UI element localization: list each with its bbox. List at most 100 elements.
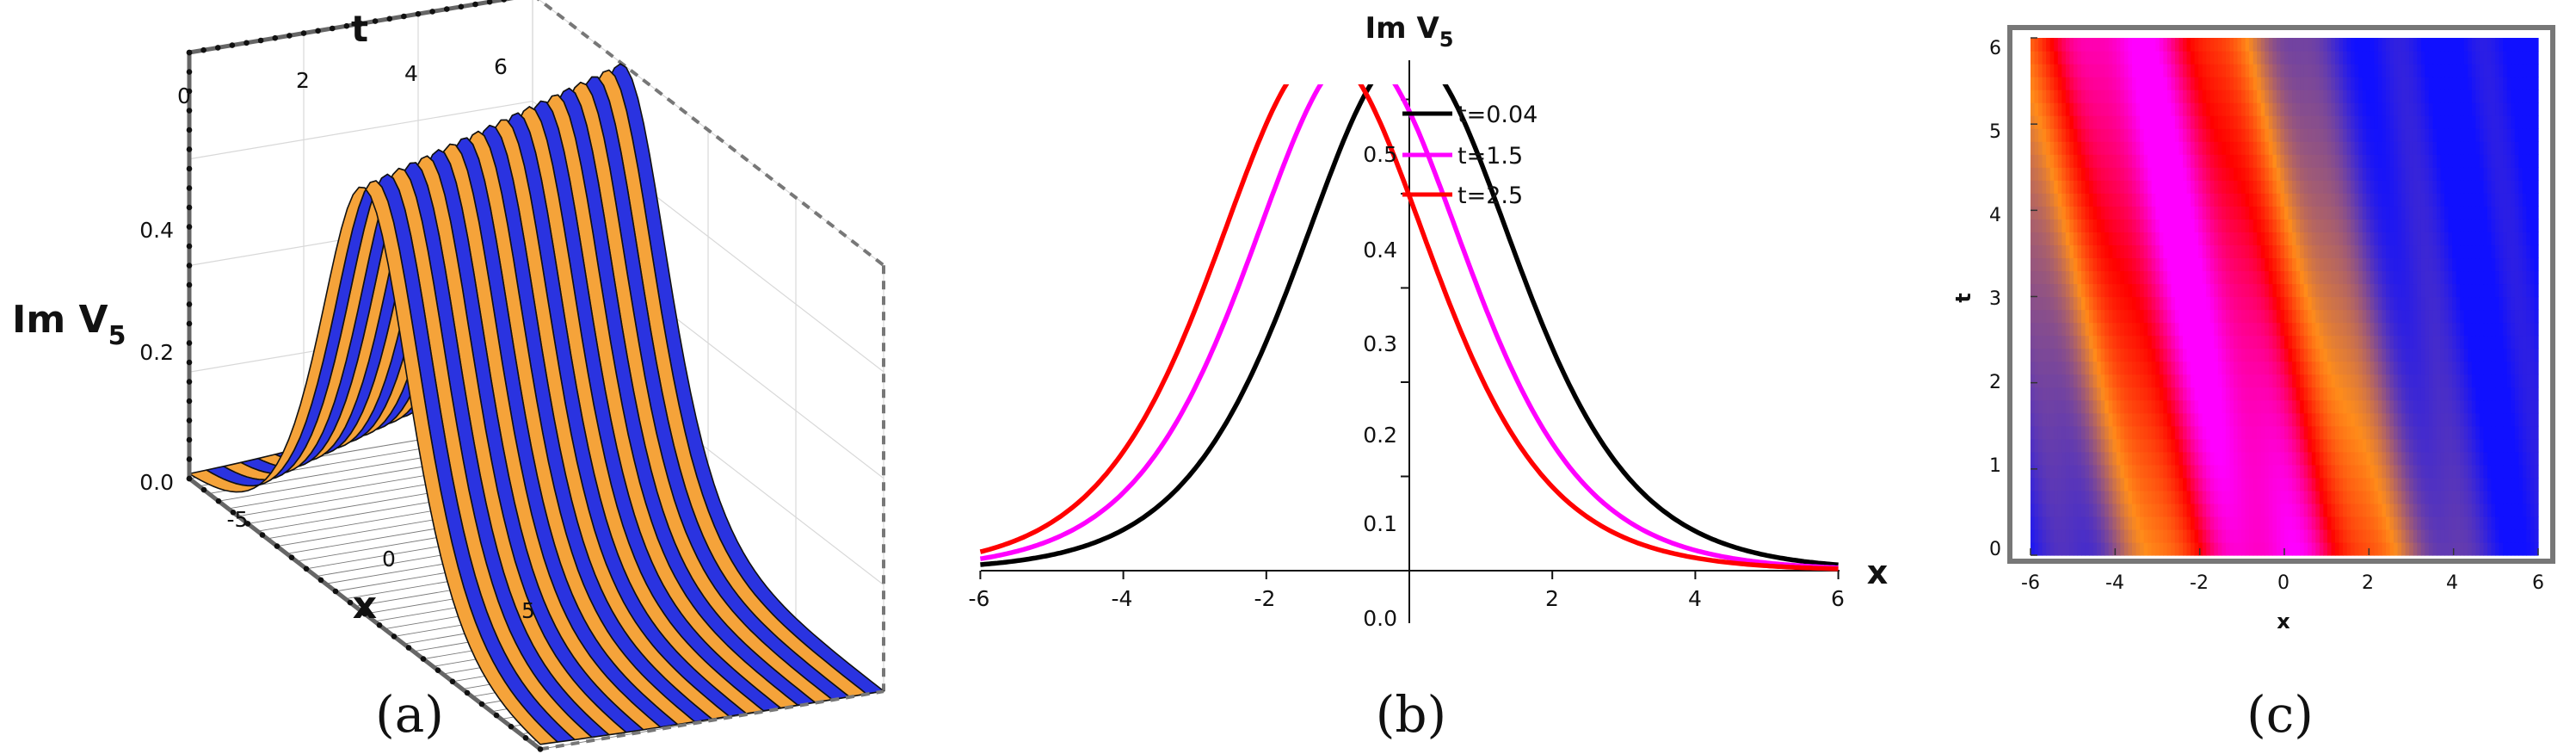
heatmap-cell bbox=[2346, 335, 2351, 349]
heatmap-cell bbox=[2038, 193, 2043, 207]
heatmap-cell bbox=[2335, 141, 2340, 155]
heatmap-cell bbox=[2335, 180, 2340, 194]
heatmap-cell bbox=[2354, 503, 2359, 517]
heatmap-cell bbox=[2405, 167, 2410, 181]
heatmap-cell bbox=[2214, 374, 2219, 388]
heatmap-cell bbox=[2194, 425, 2199, 440]
heatmap-cell bbox=[2335, 90, 2340, 103]
heatmap-cell bbox=[2171, 283, 2176, 298]
heatmap-cell bbox=[2389, 206, 2394, 219]
heatmap-cell bbox=[2448, 477, 2453, 491]
heatmap-cell bbox=[2214, 451, 2219, 466]
heatmap-cell bbox=[2428, 193, 2434, 207]
heatmap-cell bbox=[2300, 206, 2305, 219]
heatmap-cell bbox=[2183, 219, 2188, 232]
heatmap-cell bbox=[2140, 309, 2145, 324]
tick-dot bbox=[186, 224, 193, 230]
heatmap-cell bbox=[2432, 128, 2437, 142]
heatmap-cell bbox=[2174, 503, 2180, 517]
heatmap-cell bbox=[2143, 90, 2148, 103]
heatmap-cell bbox=[2194, 257, 2199, 272]
heatmap-cell bbox=[2132, 425, 2137, 440]
heatmap-cell bbox=[2370, 270, 2375, 285]
heatmap-cell bbox=[2073, 503, 2079, 517]
heatmap-cell bbox=[2491, 528, 2496, 543]
heatmap-cell bbox=[2081, 451, 2086, 466]
heatmap-cell bbox=[2483, 283, 2488, 298]
heatmap-cell bbox=[2292, 451, 2297, 466]
heatmap-cell bbox=[2417, 374, 2422, 388]
heatmap-cell bbox=[2237, 283, 2242, 298]
heatmap-cell bbox=[2143, 167, 2148, 181]
heatmap-cell bbox=[2420, 528, 2425, 543]
heatmap-cell bbox=[2209, 232, 2215, 246]
heatmap-cell bbox=[2405, 541, 2410, 556]
heatmap-cell bbox=[2326, 141, 2333, 155]
heatmap-cell bbox=[2471, 102, 2476, 116]
heatmap-cell bbox=[2038, 232, 2043, 246]
heatmap-cell bbox=[2448, 399, 2453, 414]
heatmap-cell bbox=[2260, 128, 2265, 142]
heatmap-cell bbox=[2143, 270, 2148, 285]
heatmap-cell bbox=[2031, 180, 2036, 194]
heatmap-cell bbox=[2135, 490, 2141, 504]
heatmap-cell bbox=[2514, 309, 2519, 324]
heatmap-cell bbox=[2171, 90, 2176, 103]
heatmap-cell bbox=[2506, 154, 2511, 168]
heatmap-cell bbox=[2495, 128, 2500, 142]
heatmap-cell bbox=[2186, 283, 2191, 298]
heatmap-cell bbox=[2222, 257, 2227, 272]
heatmap-cell bbox=[2319, 490, 2324, 504]
heatmap-cell bbox=[2237, 451, 2242, 466]
heatmap-cell bbox=[2280, 244, 2285, 259]
heatmap-cell bbox=[2123, 257, 2129, 272]
heatmap-cell bbox=[2343, 451, 2348, 466]
heatmap-cell bbox=[2166, 206, 2172, 219]
heatmap-cell bbox=[2128, 374, 2133, 388]
heatmap-cell bbox=[2530, 490, 2536, 504]
heatmap-cell bbox=[2346, 257, 2351, 272]
heatmap-cell bbox=[2245, 193, 2250, 207]
heatmap-cell bbox=[2191, 219, 2196, 232]
heatmap-cell bbox=[2288, 232, 2293, 246]
heatmap-cell bbox=[2042, 374, 2047, 388]
heatmap-cell bbox=[2343, 77, 2348, 90]
heatmap-cell bbox=[2135, 386, 2141, 401]
heatmap-cell bbox=[2105, 244, 2110, 259]
heatmap-cell bbox=[2159, 516, 2164, 530]
heatmap-cell bbox=[2506, 102, 2511, 116]
heatmap-cell bbox=[2331, 77, 2336, 90]
heatmap-cell bbox=[2140, 167, 2145, 181]
heatmap-cell bbox=[2234, 425, 2239, 440]
heatmap-cell bbox=[2437, 128, 2442, 142]
heatmap-cell bbox=[2463, 477, 2468, 491]
heatmap-cell bbox=[2463, 154, 2468, 168]
heatmap-cell bbox=[2112, 296, 2117, 311]
heatmap-cell bbox=[2346, 283, 2351, 298]
heatmap-cell bbox=[2374, 180, 2379, 194]
heatmap-cell bbox=[2460, 348, 2465, 362]
heatmap-cell bbox=[2112, 412, 2117, 427]
heatmap-cell bbox=[2276, 296, 2282, 311]
heatmap-cell bbox=[2331, 141, 2336, 155]
heatmap-cell bbox=[2034, 141, 2039, 155]
heatmap-cell bbox=[2389, 309, 2394, 324]
heatmap-cell bbox=[2284, 283, 2289, 298]
heatmap-cell bbox=[2171, 516, 2176, 530]
heatmap-cell bbox=[2100, 399, 2105, 414]
heatmap-cell bbox=[2511, 335, 2516, 349]
heatmap-cell bbox=[2151, 348, 2156, 362]
heatmap-cell bbox=[2300, 335, 2305, 349]
tick-dot bbox=[186, 417, 193, 423]
heatmap-cell bbox=[2174, 335, 2180, 349]
heatmap-cell bbox=[2174, 257, 2180, 272]
heatmap-cell bbox=[2116, 348, 2121, 362]
heatmap-cell bbox=[2143, 219, 2148, 232]
heatmap-cell bbox=[2116, 257, 2121, 272]
heatmap-cell bbox=[2526, 361, 2531, 375]
heatmap-cell bbox=[2311, 503, 2316, 517]
heatmap-cell bbox=[2085, 180, 2090, 194]
heatmap-cell bbox=[2374, 361, 2379, 375]
heatmap-cell bbox=[2222, 425, 2227, 440]
heatmap-cell bbox=[2296, 309, 2301, 324]
